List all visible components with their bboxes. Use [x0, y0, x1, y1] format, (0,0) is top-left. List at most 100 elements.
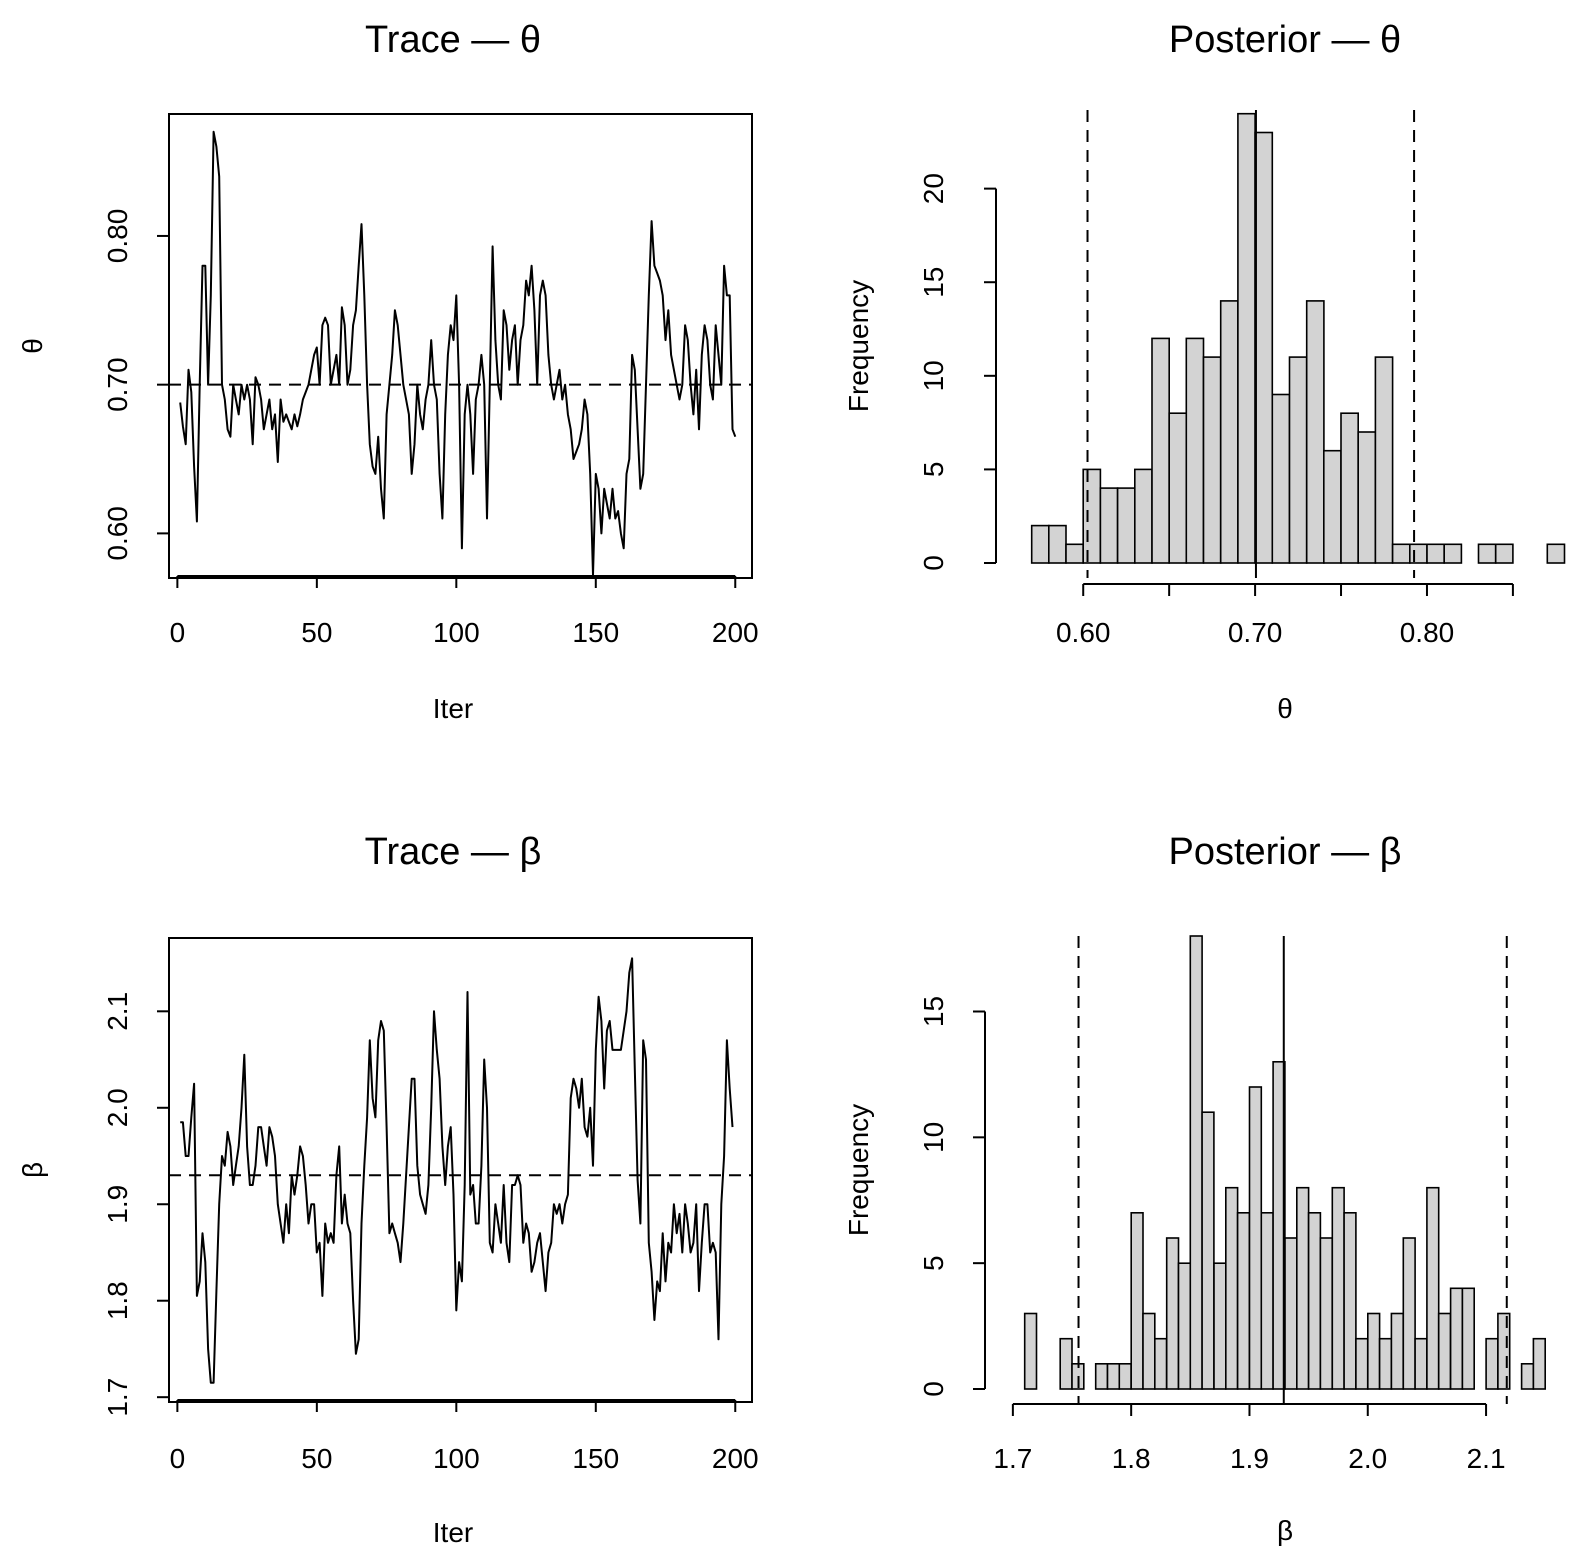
posterior_theta-bar — [1099, 487, 1119, 564]
posterior_beta-y-tick-label: 15 — [918, 996, 949, 1027]
trace_beta-x-tick-label: 200 — [712, 1443, 759, 1474]
trace-beta-y-axis: 1.7 1.8 1.9 2.0 2.1 — [102, 992, 170, 1417]
trace-beta-marks — [169, 957, 752, 1384]
posterior_theta-bar — [1477, 543, 1497, 564]
trace-beta-xlabel: Iter — [433, 1517, 473, 1548]
posterior_theta-bar — [1082, 468, 1102, 564]
posterior_beta-bar — [1260, 1212, 1274, 1390]
posterior_theta-x-tick-label: 0.60 — [1056, 617, 1111, 648]
posterior_theta-bar — [1151, 337, 1171, 564]
trace-beta-title: Trace — β — [365, 831, 542, 873]
posterior_theta-bar — [1340, 412, 1360, 564]
posterior_beta-bar — [1426, 1186, 1440, 1390]
posterior_beta-bar — [1449, 1287, 1464, 1390]
posterior_beta-bar — [1130, 1212, 1144, 1390]
posterior-theta-marks — [1030, 110, 1566, 578]
posterior_beta-bar — [1106, 1363, 1121, 1390]
posterior_beta-bar — [1378, 1337, 1393, 1390]
posterior_beta-bar — [1059, 1337, 1073, 1390]
posterior_theta-bar — [1202, 356, 1222, 564]
posterior_theta-bar — [1271, 393, 1291, 564]
trace_theta-y-tick-label: 0.80 — [102, 209, 133, 264]
posterior_theta-bar — [1219, 300, 1239, 564]
posterior_beta-bar — [1225, 1186, 1239, 1390]
posterior_beta-bar — [1343, 1212, 1357, 1390]
trace-theta-marks — [169, 130, 752, 576]
posterior_theta-bar — [1391, 543, 1411, 564]
posterior_beta-x-tick-label: 1.8 — [1112, 1443, 1151, 1474]
trace_beta-y-tick-label: 1.8 — [102, 1281, 133, 1320]
posterior_beta-bar — [1296, 1186, 1310, 1390]
posterior_theta-bar — [1237, 112, 1256, 564]
posterior_beta-y-tick-label: 0 — [918, 1381, 949, 1397]
trace-beta-ylabel: β — [17, 1162, 48, 1178]
posterior_beta-bar — [1142, 1312, 1156, 1390]
posterior_theta-bar — [1065, 543, 1085, 564]
posterior_theta-bar — [1426, 543, 1446, 564]
trace-theta-panel: Trace — θ 0 50 100 150 200 0.60 0.70 0.80 Iter… — [17, 19, 759, 724]
posterior_theta-y-tick-label: 10 — [918, 360, 949, 391]
posterior-beta-ylabel: Frequency — [843, 1104, 874, 1236]
trace_beta-x-tick-label: 100 — [433, 1443, 480, 1474]
posterior_theta-bar — [1409, 543, 1428, 564]
posterior_beta-bar — [1236, 1212, 1251, 1390]
trace_theta-x-tick-label: 50 — [301, 617, 332, 648]
trace_theta-y-tick-label: 0.60 — [102, 506, 133, 561]
trace_theta-y-tick-label: 0.70 — [102, 357, 133, 412]
posterior_theta-bar — [1168, 412, 1188, 564]
posterior_theta-bar — [1323, 449, 1342, 564]
posterior_beta-bar — [1367, 1312, 1381, 1390]
posterior_beta-bar — [1390, 1312, 1405, 1390]
trace-theta-title: Trace — θ — [365, 19, 541, 61]
trace_beta-trace-line — [180, 957, 734, 1384]
posterior-beta-title: Posterior — β — [1168, 831, 1401, 873]
posterior-beta-y-axis: 0 5 10 15 — [918, 996, 986, 1397]
posterior_theta-bar — [1546, 543, 1566, 564]
trace_beta-x-tick-label: 150 — [572, 1443, 619, 1474]
posterior_beta-bar — [1402, 1237, 1416, 1390]
posterior_theta-x-tick-label: 0.70 — [1228, 617, 1283, 648]
trace-beta-panel: Trace — β 0 50 100 150 200 1.7 1.8 1.9 2.0 2.1 I… — [17, 831, 759, 1548]
posterior_beta-bar — [1485, 1337, 1499, 1390]
posterior-theta-ylabel: Frequency — [843, 280, 874, 412]
posterior_beta-bar — [1331, 1186, 1345, 1390]
trace-theta-xlabel: Iter — [433, 693, 473, 724]
posterior_theta-x-tick-label: 0.80 — [1400, 617, 1455, 648]
trace-theta-ylabel: θ — [17, 338, 48, 354]
posterior_beta-bar — [1532, 1337, 1547, 1390]
trace-beta-x-axis: 0 50 100 150 200 — [170, 1399, 759, 1474]
posterior_beta-bar — [1272, 1061, 1286, 1390]
posterior_beta-y-tick-label: 10 — [918, 1122, 949, 1153]
posterior_theta-bar — [1443, 543, 1463, 564]
trace_theta-x-tick-label: 150 — [572, 617, 619, 648]
posterior-beta-panel: Posterior — β 1.7 1.8 1.9 2.0 2.1 0 5 10 15 β F… — [843, 831, 1547, 1546]
posterior_beta-bar — [1355, 1337, 1369, 1390]
posterior_theta-y-tick-label: 5 — [918, 462, 949, 478]
posterior_beta-bar — [1177, 1262, 1192, 1390]
trace_theta-x-tick-label: 100 — [433, 617, 480, 648]
posterior_theta-bar — [1134, 468, 1153, 564]
posterior_theta-bar — [1357, 431, 1377, 564]
trace-theta-x-axis: 0 50 100 150 200 — [170, 575, 759, 648]
posterior_beta-bar — [1461, 1287, 1476, 1390]
posterior_theta-bar — [1254, 131, 1274, 564]
trace_beta-y-tick-label: 2.0 — [102, 1088, 133, 1127]
trace-theta-y-axis: 0.60 0.70 0.80 — [102, 209, 170, 561]
trace_beta-y-tick-label: 2.1 — [102, 992, 133, 1031]
posterior_beta-bar — [1165, 1237, 1180, 1390]
posterior_theta-y-tick-label: 15 — [918, 267, 949, 298]
posterior_theta-bar — [1494, 543, 1514, 564]
trace_beta-y-tick-label: 1.7 — [102, 1378, 133, 1417]
trace_beta-x-tick-label: 0 — [170, 1443, 186, 1474]
posterior-theta-title: Posterior — θ — [1169, 19, 1401, 61]
posterior_beta-bar — [1154, 1337, 1168, 1390]
posterior-beta-marks — [1023, 935, 1547, 1404]
posterior_beta-bar — [1118, 1363, 1132, 1390]
posterior_theta-bar — [1185, 337, 1205, 564]
posterior-beta-xlabel: β — [1277, 1515, 1293, 1546]
trace_theta-x-tick-label: 200 — [712, 617, 759, 648]
posterior_beta-bar — [1437, 1312, 1452, 1390]
posterior_beta-y-tick-label: 5 — [918, 1255, 949, 1271]
posterior_beta-x-tick-label: 2.1 — [1467, 1443, 1506, 1474]
